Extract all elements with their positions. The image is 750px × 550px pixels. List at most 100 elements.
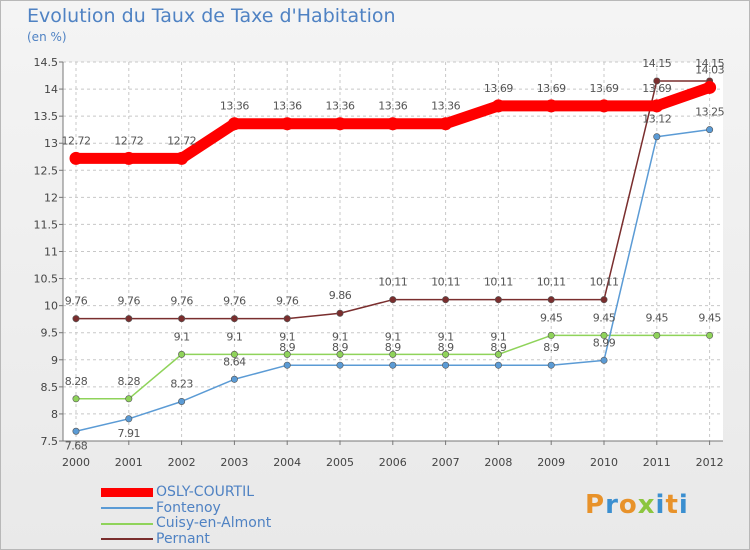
x-tick-label: 2002 (168, 456, 196, 469)
data-point (178, 315, 186, 323)
data-point (178, 397, 186, 405)
data-point (72, 315, 80, 323)
data-point (175, 151, 189, 165)
legend-label: Fontenoy (156, 499, 221, 516)
data-label: 13.69 (484, 82, 513, 95)
x-tick-label: 2007 (432, 456, 460, 469)
data-point (283, 350, 291, 358)
data-point (600, 331, 608, 339)
legend-swatch (101, 488, 153, 498)
data-point (389, 296, 397, 304)
legend-item: Cuisy-en-Almont (101, 516, 271, 532)
data-label: 8.99 (593, 336, 616, 349)
legend-label: Cuisy-en-Almont (156, 515, 272, 532)
y-tick-label: 8 (51, 408, 58, 421)
unit-label: (en %) (27, 30, 67, 44)
data-label: 13.36 (273, 100, 302, 113)
data-label: 9.86 (329, 289, 352, 302)
data-label: 9.1 (332, 330, 348, 343)
y-tick-label: 12.5 (34, 164, 59, 177)
data-point (597, 99, 611, 113)
data-point (72, 395, 80, 403)
data-point (230, 350, 238, 358)
data-point (547, 296, 555, 304)
legend-swatch (101, 538, 153, 541)
data-label: 8.9 (490, 341, 506, 354)
data-label: 9.76 (223, 295, 246, 308)
data-label: 8.9 (385, 341, 401, 354)
data-label: 9.1 (385, 330, 401, 343)
x-tick-label: 2009 (537, 456, 565, 469)
x-tick-label: 2005 (326, 456, 354, 469)
data-label: 12.72 (167, 134, 196, 147)
legend: OSLY-COURTIL Fontenoy Cuisy-en-Almont Perna… (101, 485, 271, 547)
data-label: 10.11 (378, 276, 407, 289)
data-label: 8.28 (65, 375, 88, 388)
data-point (442, 350, 450, 358)
data-label: 13.69 (642, 82, 671, 95)
y-tick-label: 8.5 (41, 381, 59, 394)
data-point (544, 99, 558, 113)
data-point (706, 126, 714, 134)
x-tick-label: 2008 (484, 456, 512, 469)
x-tick-label: 2011 (643, 456, 671, 469)
data-point (230, 375, 238, 383)
data-label: 13.69 (537, 82, 566, 95)
y-tick-label: 13 (44, 137, 58, 150)
data-label: 8.28 (118, 375, 141, 388)
data-label: 8.9 (543, 341, 559, 354)
data-label: 9.76 (118, 295, 141, 308)
data-label: 8.64 (223, 355, 246, 368)
y-tick-label: 11.5 (34, 218, 59, 231)
legend-item: Pernant (101, 530, 271, 548)
x-tick-label: 2010 (590, 456, 618, 469)
data-point (442, 361, 450, 369)
data-label: 10.11 (537, 276, 566, 289)
data-point (650, 99, 664, 113)
data-point (280, 117, 294, 131)
y-tick-label: 14.5 (34, 56, 59, 69)
data-label: 14.15 (695, 57, 724, 70)
data-point (653, 331, 661, 339)
y-tick-label: 10 (44, 300, 58, 313)
y-tick-label: 9 (51, 354, 58, 367)
data-point (283, 315, 291, 323)
legend-label: Pernant (156, 530, 210, 547)
data-point (439, 117, 453, 131)
data-point (386, 117, 400, 131)
data-label: 10.11 (590, 276, 619, 289)
data-point (389, 350, 397, 358)
data-label: 13.69 (590, 82, 619, 95)
data-label: 9.76 (170, 295, 193, 308)
data-point (389, 361, 397, 369)
data-point (178, 350, 186, 358)
data-label: 9.45 (646, 311, 669, 324)
data-point (547, 331, 555, 339)
data-point (283, 361, 291, 369)
y-tick-label: 13.5 (34, 110, 59, 123)
data-point (442, 296, 450, 304)
data-label: 13.36 (378, 100, 407, 113)
data-point (494, 361, 502, 369)
data-label: 9.76 (276, 295, 299, 308)
data-point (600, 296, 608, 304)
data-point (336, 309, 344, 317)
legend-item: Fontenoy (101, 499, 271, 517)
data-label: 10.11 (431, 276, 460, 289)
x-tick-label: 2003 (220, 456, 248, 469)
legend-swatch (101, 507, 153, 510)
data-point (491, 99, 505, 113)
x-tick-label: 2006 (379, 456, 407, 469)
data-point (125, 315, 133, 323)
y-tick-label: 12 (44, 191, 58, 204)
data-label: 9.1 (490, 330, 506, 343)
y-tick-label: 10.5 (34, 273, 59, 286)
data-label: 9.76 (65, 295, 88, 308)
x-tick-label: 2000 (62, 456, 90, 469)
data-point (336, 350, 344, 358)
data-point (333, 117, 347, 131)
data-label: 10.11 (484, 276, 513, 289)
data-point (125, 415, 133, 423)
data-label: 13.36 (220, 100, 249, 113)
